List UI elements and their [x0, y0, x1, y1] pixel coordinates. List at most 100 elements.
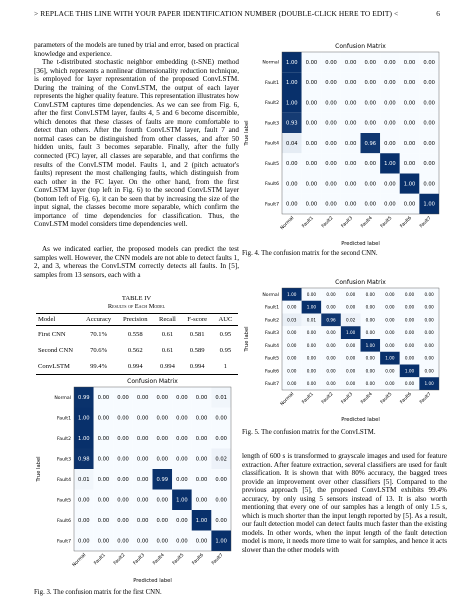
- matrix-cell: [191, 510, 212, 531]
- matrix-value-label: 0.00: [365, 121, 377, 127]
- matrix-cell: [74, 510, 94, 531]
- matrix-value-label: 0.00: [307, 368, 317, 373]
- matrix-cell: [360, 133, 381, 154]
- y-tick-label: Fault3: [265, 120, 279, 126]
- table-title: Results of Each Model: [107, 303, 166, 310]
- matrix-cell: [282, 72, 302, 93]
- matrix-cell: [93, 407, 114, 428]
- matrix-cell: [74, 489, 94, 510]
- matrix-cell: [399, 326, 420, 339]
- matrix-cell: [360, 173, 381, 194]
- matrix-value-label: 0.00: [306, 80, 318, 86]
- matrix-cell: [340, 72, 361, 93]
- matrix-cell: [74, 428, 94, 449]
- matrix-value-label: 0.00: [137, 457, 149, 463]
- table-cell: 70.1%: [90, 330, 108, 338]
- matrix-value-label: 0.00: [307, 381, 317, 386]
- table-row: ConvLSTM 99.4% 0.994 0.994 0.994 1: [36, 358, 238, 375]
- matrix-value-label: 0.00: [325, 161, 337, 167]
- matrix-cell: [340, 351, 361, 365]
- matrix-value-label: 0.00: [404, 141, 416, 147]
- matrix-cell: [211, 510, 231, 531]
- matrix-value-label: 0.03: [287, 317, 297, 322]
- matrix-value-label: 0.00: [365, 80, 377, 86]
- matrix-value-label: 0.00: [98, 518, 110, 524]
- matrix-cell: [321, 193, 341, 214]
- matrix-cell: [360, 351, 381, 365]
- matrix-value-label: 0.00: [157, 395, 169, 401]
- matrix-value-label: 0.00: [405, 317, 415, 322]
- matrix-cell: [340, 92, 361, 113]
- x-tick-label: Fault2: [112, 552, 126, 566]
- matrix-value-label: 0.00: [345, 181, 357, 187]
- matrix-cell: [360, 377, 381, 390]
- x-tick-label: Fault1: [301, 391, 315, 405]
- left-paragraph-2: The t-distributed stochastic neighbor em…: [34, 58, 239, 229]
- matrix-cell: [419, 153, 439, 174]
- matrix-frame: [73, 386, 232, 552]
- matrix-value-label: 0.00: [423, 161, 435, 167]
- matrix-value-label: 0.00: [286, 202, 298, 208]
- matrix-value-label: 1.00: [346, 330, 356, 335]
- matrix-value-label: 0.00: [287, 330, 297, 335]
- matrix-value-label: 0.00: [157, 498, 169, 504]
- matrix-cell: [340, 173, 361, 194]
- matrix-cell: [321, 377, 341, 390]
- matrix-cell: [399, 288, 420, 301]
- y-tick-label: Fault3: [57, 456, 71, 462]
- matrix-value-label: 0.00: [425, 317, 435, 322]
- matrix-cell: [172, 530, 192, 551]
- matrix-value-label: 0.00: [287, 305, 297, 310]
- matrix-value-label: 1.00: [286, 100, 298, 106]
- x-tick-label: Fault5: [379, 391, 393, 405]
- matrix-value-label: 0.00: [98, 498, 110, 504]
- matrix-value-label: 0.00: [215, 518, 227, 524]
- y-tick-label: Fault7: [57, 538, 71, 544]
- matrix-cell: [419, 193, 439, 214]
- table-cell: 0.61: [161, 330, 174, 338]
- matrix-cell: [211, 489, 231, 510]
- matrix-value-label: 0.00: [176, 518, 188, 524]
- matrix-title: Confusion Matrix: [335, 279, 386, 286]
- matrix-value-label: 0.00: [137, 436, 149, 442]
- matrix-cell: [152, 489, 173, 510]
- matrix-cell: [113, 448, 133, 469]
- matrix-value-label: 0.00: [287, 356, 297, 361]
- table-row: Second CNN 70.6% 0.562 0.61 0.589 0.95: [36, 342, 238, 358]
- matrix-cell: [282, 364, 302, 378]
- matrix-value-label: 1.00: [404, 181, 416, 187]
- matrix-value-label: 0.00: [366, 368, 376, 373]
- y-tick-label: Fault5: [265, 161, 279, 167]
- table-cell: First CNN: [38, 330, 66, 338]
- y-tick-label: Fault4: [265, 141, 279, 147]
- matrix-value-label: 0.00: [215, 498, 227, 504]
- matrix-value-label: 0.00: [384, 60, 396, 66]
- matrix-cell: [321, 112, 341, 133]
- matrix-cell: [74, 448, 94, 469]
- matrix-value-label: 0.99: [157, 477, 169, 483]
- matrix-value-label: 0.00: [215, 416, 227, 422]
- matrix-cell: [301, 339, 322, 352]
- matrix-cell: [321, 351, 341, 365]
- table-cell: 0.61: [161, 346, 174, 354]
- matrix-cell: [191, 489, 212, 510]
- matrix-value-label: 0.00: [287, 381, 297, 386]
- matrix-cell: [380, 72, 400, 93]
- x-tick-label: Fault2: [320, 391, 334, 405]
- y-tick-label: Fault7: [265, 381, 279, 387]
- matrix-cell: [132, 448, 153, 469]
- matrix-cell: [282, 112, 302, 133]
- matrix-cell: [301, 52, 322, 73]
- matrix-value-label: 0.00: [326, 330, 336, 335]
- matrix-cell: [419, 300, 439, 314]
- matrix-cell: [321, 313, 341, 327]
- matrix-value-label: 0.00: [306, 181, 318, 187]
- table-column-header: Model: [38, 316, 56, 323]
- table-cell: 0.558: [127, 330, 143, 338]
- matrix-cell: [172, 469, 192, 490]
- matrix-value-label: 0.00: [423, 60, 435, 66]
- matrix-cell: [321, 72, 341, 93]
- matrix-value-label: 0.00: [325, 60, 337, 66]
- matrix-value-label: 0.02: [215, 457, 227, 463]
- matrix-cell: [380, 377, 400, 390]
